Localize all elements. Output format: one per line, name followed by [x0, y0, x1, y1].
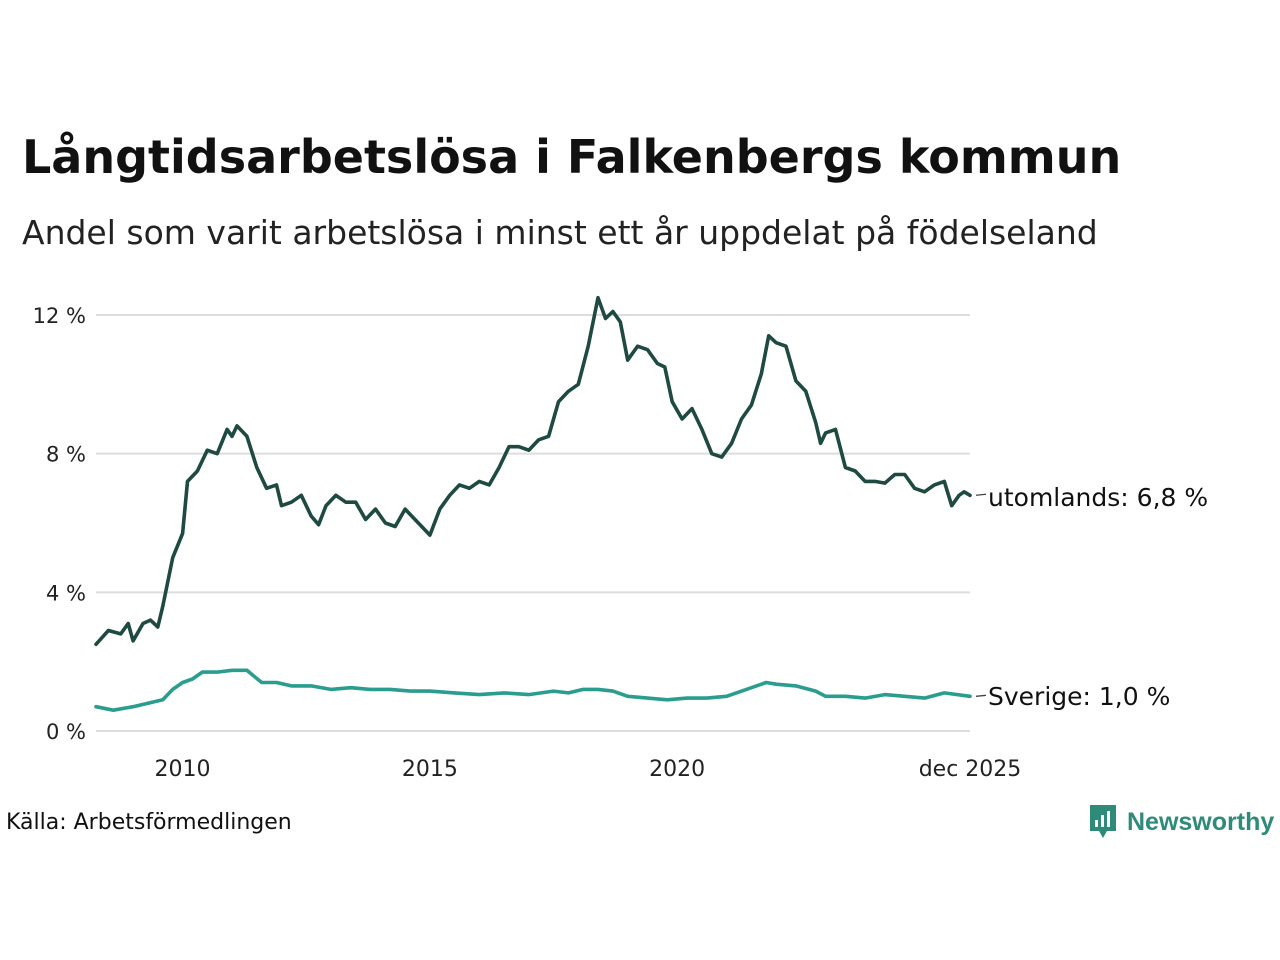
end-label-connector [975, 493, 987, 496]
y-axis-ticks: 0 % 4 % 8 % 12 % [33, 304, 86, 744]
x-tick-label: 2020 [649, 757, 705, 782]
chart-subtitle: Andel som varit arbetslösa i minst ett å… [22, 213, 1098, 252]
chart-title: Långtidsarbetslösa i Falkenbergs kommun [22, 130, 1122, 184]
y-tick-label: 4 % [46, 581, 86, 605]
series-end-label: utomlands: 6,8 % [988, 483, 1208, 512]
x-tick-label: dec 2025 [919, 757, 1022, 782]
series-end-labels: utomlands: 6,8 % Sverige: 1,0 % [975, 483, 1208, 711]
line-chart: 0 % 4 % 8 % 12 % 2010 2015 2020 dec 2025 utoml… [33, 295, 1208, 782]
brand-name: Newsworthy [1127, 807, 1275, 836]
brand-logo[interactable]: Newsworthy [1088, 803, 1274, 841]
end-label-connector [975, 694, 987, 697]
series-lines [94, 295, 972, 712]
source-note: Källa: Arbetsförmedlingen [6, 810, 292, 835]
series-line-sverige [94, 668, 972, 712]
y-tick-label: 8 % [46, 443, 86, 467]
series-end-label: Sverige: 1,0 % [988, 682, 1170, 711]
y-tick-label: 0 % [46, 720, 86, 744]
y-tick-label: 12 % [33, 304, 86, 328]
x-axis-ticks: 2010 2015 2020 dec 2025 [155, 757, 1022, 782]
newsworthy-logo-icon [1090, 805, 1116, 838]
series-line-utomlands [94, 295, 972, 647]
x-tick-label: 2015 [402, 757, 458, 782]
gridlines [96, 314, 970, 732]
x-tick-label: 2010 [155, 757, 211, 782]
